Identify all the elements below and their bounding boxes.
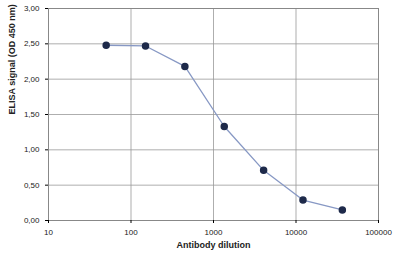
svg-text:100: 100 xyxy=(124,228,138,237)
svg-text:10: 10 xyxy=(44,228,53,237)
svg-text:10000: 10000 xyxy=(285,228,308,237)
svg-text:1,00: 1,00 xyxy=(24,145,40,154)
svg-text:ELISA signal (OD 450 nm): ELISA signal (OD 450 nm) xyxy=(7,4,17,114)
svg-text:1,50: 1,50 xyxy=(24,110,40,119)
svg-text:2,00: 2,00 xyxy=(24,75,40,84)
svg-text:0,50: 0,50 xyxy=(24,181,40,190)
svg-text:100000: 100000 xyxy=(365,228,392,237)
svg-text:1000: 1000 xyxy=(205,228,223,237)
svg-text:0,00: 0,00 xyxy=(24,216,40,225)
svg-text:3,00: 3,00 xyxy=(24,4,40,13)
svg-text:Antibody dilution: Antibody dilution xyxy=(177,240,251,250)
svg-text:2,50: 2,50 xyxy=(24,39,40,48)
